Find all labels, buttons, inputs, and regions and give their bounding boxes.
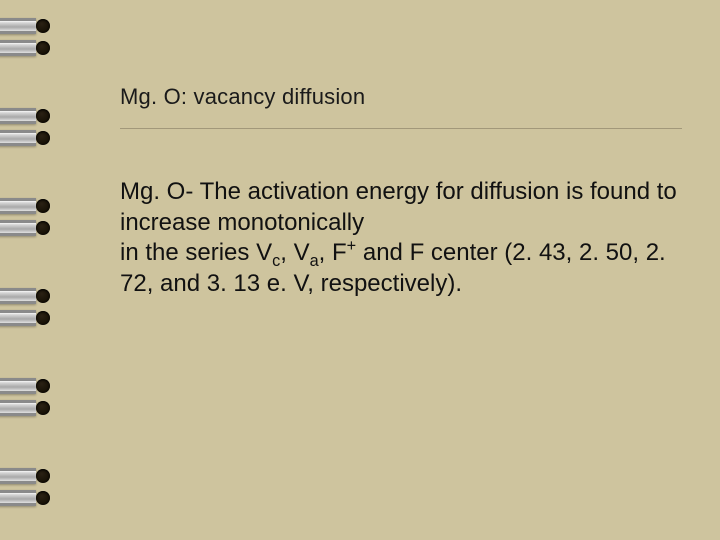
- ring-pair: [0, 464, 70, 512]
- metal-ring: [0, 18, 36, 34]
- metal-ring: [0, 468, 36, 484]
- body-comma-1: , V: [280, 239, 309, 266]
- metal-ring: [0, 288, 36, 304]
- ring-pair: [0, 104, 70, 152]
- punch-hole: [36, 221, 50, 235]
- metal-ring: [0, 400, 36, 416]
- punch-hole: [36, 109, 50, 123]
- superscript-plus: +: [347, 237, 357, 255]
- punch-hole: [36, 199, 50, 213]
- punch-hole: [36, 379, 50, 393]
- punch-hole: [36, 131, 50, 145]
- punch-hole: [36, 469, 50, 483]
- punch-hole: [36, 19, 50, 33]
- title-divider: [120, 128, 682, 129]
- punch-hole: [36, 311, 50, 325]
- body-line-1: Mg. O- The activation energy for diffusi…: [120, 178, 677, 236]
- subscript-a: a: [310, 252, 319, 270]
- metal-ring: [0, 130, 36, 146]
- metal-ring: [0, 490, 36, 506]
- metal-ring: [0, 198, 36, 214]
- body-series-intro: in the series V: [120, 239, 272, 266]
- ring-pair: [0, 14, 70, 62]
- subscript-c: c: [272, 252, 280, 270]
- metal-ring: [0, 220, 36, 236]
- slide-content: Mg. O: vacancy diffusion Mg. O- The acti…: [70, 0, 720, 540]
- punch-hole: [36, 289, 50, 303]
- metal-ring: [0, 310, 36, 326]
- spiral-binding: [0, 0, 70, 540]
- body-paragraph: Mg. O- The activation energy for diffusi…: [120, 177, 682, 300]
- slide-title: Mg. O: vacancy diffusion: [120, 84, 682, 110]
- ring-pair: [0, 194, 70, 242]
- metal-ring: [0, 108, 36, 124]
- punch-hole: [36, 491, 50, 505]
- ring-pair: [0, 374, 70, 422]
- punch-hole: [36, 41, 50, 55]
- ring-pair: [0, 284, 70, 332]
- metal-ring: [0, 40, 36, 56]
- body-comma-2: , F: [319, 239, 347, 266]
- punch-hole: [36, 401, 50, 415]
- metal-ring: [0, 378, 36, 394]
